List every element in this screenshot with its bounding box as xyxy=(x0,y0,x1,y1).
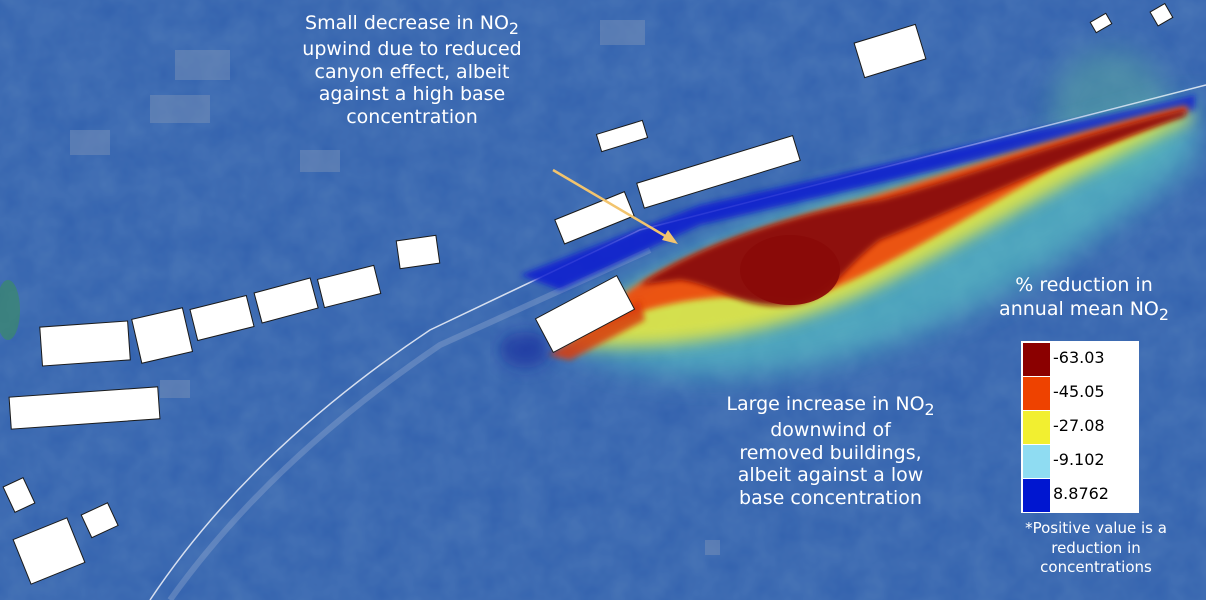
green-zone-left-edge xyxy=(0,280,20,340)
legend-label: -45.05 xyxy=(1053,382,1105,401)
building xyxy=(80,502,119,539)
building xyxy=(595,119,649,153)
plume-blue-band xyxy=(520,95,1195,290)
legend-note-line: reduction in xyxy=(1051,538,1141,557)
building xyxy=(1089,12,1113,34)
legend-title: % reduction in annual mean NO2 xyxy=(970,274,1198,324)
legend-swatch xyxy=(1023,411,1050,444)
legend-title-line1: % reduction in xyxy=(1015,274,1153,296)
road-edge xyxy=(167,247,652,600)
upwind-annotation-line1: Small decrease in NO2 xyxy=(305,12,519,38)
downwind-annotation-line: base concentration xyxy=(739,487,922,510)
building xyxy=(12,517,86,585)
upwind-annotation-line: concentration xyxy=(346,106,478,129)
building xyxy=(189,294,255,342)
building xyxy=(39,320,131,367)
plume-core-blob xyxy=(740,235,840,305)
legend-label: -63.03 xyxy=(1053,348,1105,367)
legend-swatch xyxy=(1023,343,1050,376)
upwind-annotation-line: upwind due to reduced xyxy=(302,37,522,60)
main-road xyxy=(149,84,1206,600)
building xyxy=(131,307,194,364)
legend-label: -9.102 xyxy=(1053,450,1105,469)
legend-note-line: *Positive value is a xyxy=(1025,519,1167,537)
legend-swatch xyxy=(1023,377,1050,410)
legend-note: *Positive value is a reduction in concen… xyxy=(996,519,1196,578)
arrow-head-icon xyxy=(662,230,678,244)
downwind-annotation: Large increase in NO2 downwind of remove… xyxy=(698,393,963,510)
downwind-annotation-line: albeit against a low xyxy=(737,464,924,487)
building xyxy=(1149,2,1174,27)
legend-swatch xyxy=(1023,445,1050,478)
building xyxy=(2,476,36,514)
building xyxy=(395,234,441,270)
downwind-annotation-line: removed buildings, xyxy=(739,441,922,464)
background-houses xyxy=(70,20,720,555)
building xyxy=(534,274,636,354)
upwind-annotation-line: canyon effect, albeit xyxy=(314,60,510,83)
downwind-annotation-line: downwind of xyxy=(770,418,891,441)
building xyxy=(853,23,927,79)
legend: -63.03 -45.05 -27.08 -9.102 8.8762 xyxy=(1021,341,1139,513)
upwind-annotation-line: against a high base xyxy=(318,83,506,106)
legend-label: 8.8762 xyxy=(1053,484,1109,503)
downwind-annotation-line1: Large increase in NO2 xyxy=(726,393,935,419)
legend-title-line2: annual mean NO2 xyxy=(999,297,1169,324)
legend-note-line: concentrations xyxy=(1040,558,1152,576)
building xyxy=(636,134,801,209)
legend-swatch xyxy=(1023,479,1050,512)
upwind-annotation: Small decrease in NO2 upwind due to redu… xyxy=(262,12,562,129)
building xyxy=(253,277,319,324)
dark-blue-spot xyxy=(500,332,550,368)
building xyxy=(8,386,161,430)
building xyxy=(316,264,382,309)
annotation-arrow xyxy=(552,168,673,242)
buildings xyxy=(2,2,1174,585)
legend-label: -27.08 xyxy=(1053,416,1105,435)
